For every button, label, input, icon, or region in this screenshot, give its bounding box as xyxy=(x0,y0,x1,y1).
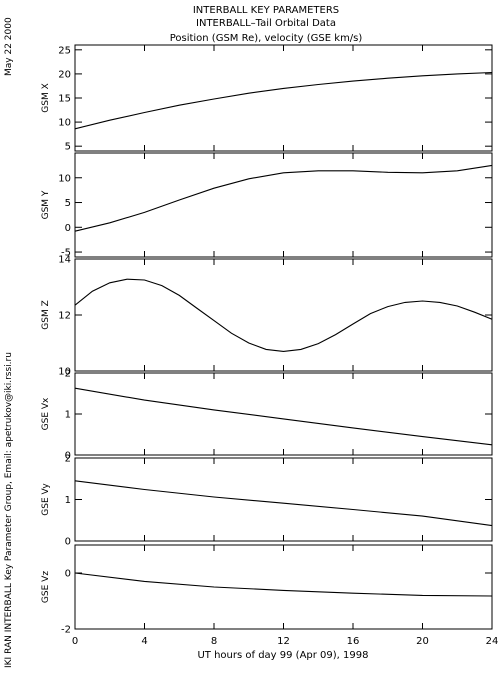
gse-vx-frame xyxy=(74,372,493,456)
gse-vx-ytick-label: 1 xyxy=(65,410,71,421)
chart-title-1: INTERBALL KEY PARAMETERS xyxy=(193,5,339,16)
gsm-y-ytick-label: -5 xyxy=(61,248,71,259)
gsm-x-series-line xyxy=(74,71,493,130)
x-tick-label: 0 xyxy=(72,636,78,647)
x-tick-label: 4 xyxy=(141,636,147,647)
x-tick-label: 16 xyxy=(347,636,360,647)
gsm-y-ytick-label: 5 xyxy=(65,198,71,209)
x-tick-label: 12 xyxy=(277,636,290,647)
gsm-y-series-line xyxy=(74,164,493,232)
x-tick-label: 20 xyxy=(416,636,429,647)
x-axis-label: UT hours of day 99 (Apr 09), 1998 xyxy=(197,650,368,661)
gsm-x-frame xyxy=(74,44,493,152)
gsm-z-axis-label: GSM Z xyxy=(41,300,51,329)
gse-vy-frame xyxy=(74,457,493,542)
gsm-z-ytick-label: 10 xyxy=(58,367,71,378)
gsm-z-series-line xyxy=(74,278,493,352)
date-stamp: May 22 2000 xyxy=(4,17,14,76)
gse-vy-ytick-label: 0 xyxy=(65,537,71,548)
chart-title-3: Position (GSM Re), velocity (GSE km/s) xyxy=(170,33,363,44)
gse-vz-ytick-label: 0 xyxy=(65,569,71,580)
gse-vz-ytick-label: -2 xyxy=(61,625,71,636)
gsm-z-frame xyxy=(74,258,493,372)
gsm-x-ytick-label: 15 xyxy=(58,94,71,105)
gsm-y-axis-label: GSM Y xyxy=(41,190,51,219)
gsm-z-ytick-label: 14 xyxy=(58,255,71,266)
gsm-x-ytick-label: 25 xyxy=(58,45,71,56)
gse-vx-ytick-label: 2 xyxy=(65,369,71,380)
gsm-x-ytick-label: 5 xyxy=(65,142,71,153)
gse-vx-axis-label: GSE Vx xyxy=(41,397,51,430)
gse-vy-axis-label: GSE Vy xyxy=(41,483,51,516)
gsm-x-axis-label: GSM X xyxy=(41,83,51,112)
gsm-y-frame xyxy=(74,152,493,258)
gse-vy-ytick-label: 2 xyxy=(65,454,71,465)
x-tick-label: 8 xyxy=(211,636,217,647)
gse-vz-series-line xyxy=(74,572,493,597)
credit-line: IKI RAN INTERBALL Key Parameter Group, E… xyxy=(4,352,14,668)
gsm-z-ytick-label: 12 xyxy=(58,311,71,322)
gsm-x-ytick-label: 10 xyxy=(58,118,71,129)
x-tick-label: 24 xyxy=(486,636,499,647)
gsm-y-ytick-label: 0 xyxy=(65,223,71,234)
gse-vy-series-line xyxy=(74,480,493,527)
gsm-y-ytick-label: 10 xyxy=(58,173,71,184)
gse-vx-series-line xyxy=(74,387,493,446)
gse-vz-axis-label: GSE Vz xyxy=(41,571,51,603)
gse-vy-ytick-label: 1 xyxy=(65,495,71,506)
gse-vx-ytick-label: 0 xyxy=(65,451,71,462)
gse-vz-frame xyxy=(74,544,493,630)
chart-title-2: INTERBALL–Tail Orbital Data xyxy=(196,18,336,29)
gsm-x-ytick-label: 20 xyxy=(58,69,71,80)
